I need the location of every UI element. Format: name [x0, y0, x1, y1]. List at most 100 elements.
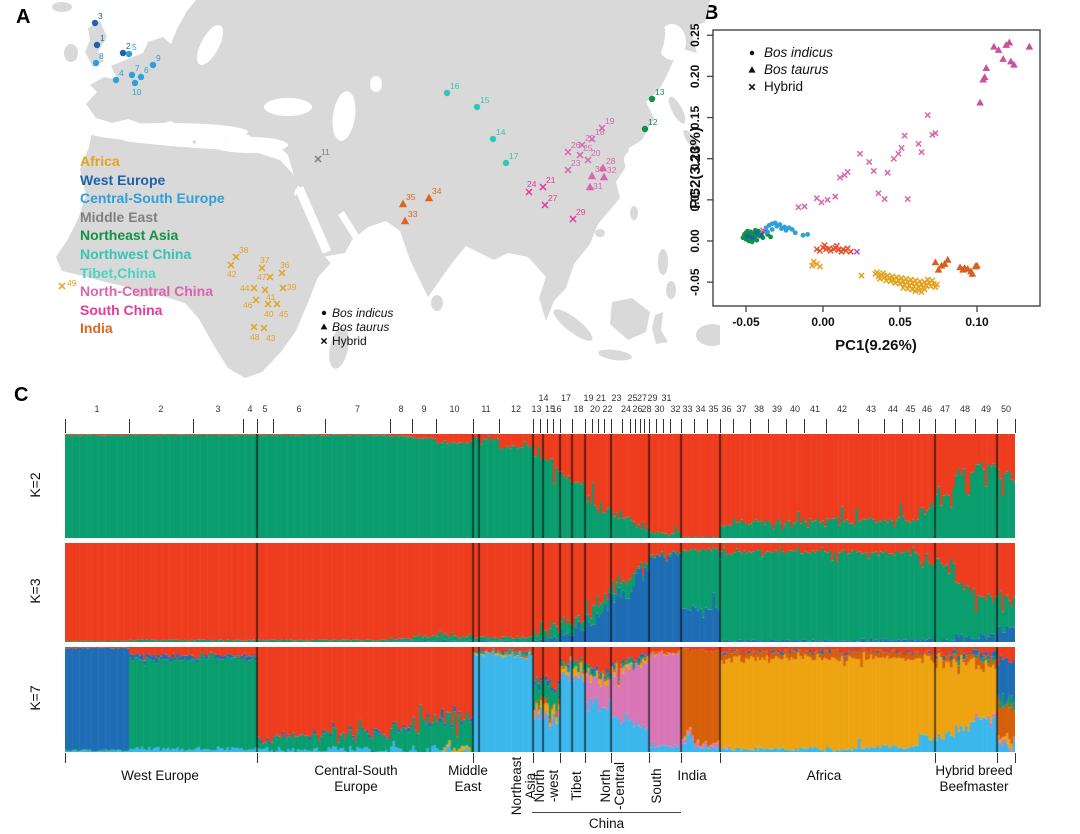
map-marker-number: 49 [67, 278, 77, 288]
pca-species-legend: Bos indicus Bos taurus Hybrid [748, 45, 833, 94]
population-boundary-tick [681, 419, 682, 433]
x-marker [827, 247, 834, 255]
x-marker [886, 274, 893, 282]
china-bracket-line [532, 812, 681, 813]
population-boundary-tick [630, 419, 631, 433]
map-marker-number: 36 [280, 260, 290, 270]
x-marker [252, 296, 260, 304]
admixture-k2-band [65, 434, 1015, 538]
map-marker-number: 48 [250, 332, 260, 342]
x-marker [839, 246, 847, 253]
population-number: 49 [980, 404, 992, 414]
population-boundary-tick [592, 419, 593, 433]
map-marker-number: 1 [100, 33, 105, 43]
region-boundary-tick [473, 753, 474, 763]
region-legend-item: Africa [80, 153, 120, 169]
region-legend-item: West Europe [80, 171, 166, 188]
triangle-marker [990, 42, 998, 50]
region-legend-item: South China [80, 301, 163, 318]
x-marker [899, 284, 907, 292]
x-marker [833, 242, 840, 250]
x-marker [853, 248, 861, 255]
region-legend-item: Northwest China [80, 245, 192, 262]
triangle-marker [968, 269, 977, 277]
x-marker [795, 204, 802, 211]
panel-a-label: A [16, 6, 31, 28]
triangle-marker [934, 265, 943, 273]
circle-icon [321, 310, 327, 316]
x-marker [835, 246, 842, 254]
population-boundary-tick [273, 419, 274, 433]
map-seas [88, 24, 686, 254]
population-boundary-tick [902, 419, 903, 433]
x-marker [564, 166, 572, 174]
population-number: 48 [959, 404, 971, 414]
x-marker [876, 275, 884, 282]
region-boundary-tick [585, 753, 586, 763]
pca-y-tick-label: -0.05 [690, 268, 702, 296]
population-number: 5 [262, 404, 268, 414]
population-boundary-tick [975, 419, 976, 433]
x-marker [933, 281, 941, 288]
region-boundary-tick [1015, 753, 1016, 763]
x-marker [873, 269, 881, 276]
population-number: 15 [544, 404, 556, 414]
x-marker [564, 148, 572, 156]
k-value-label: K=2 [27, 472, 43, 498]
population-number: 32 [670, 404, 681, 414]
species-legend-label: Bos indicus [332, 306, 394, 320]
pca-y-tick-label: 0.15 [690, 106, 702, 130]
x-marker [847, 248, 854, 255]
pca-y-tick-label: 0.10 [690, 147, 702, 171]
x-marker [598, 124, 606, 132]
region-boundary-tick [611, 753, 612, 763]
x-marker [915, 140, 922, 148]
region-boundary-tick [533, 753, 534, 763]
population-number: 46 [921, 404, 933, 414]
x-marker [816, 263, 824, 270]
map-marker-number: 19 [605, 116, 615, 126]
circle-marker [321, 310, 327, 316]
population-boundary-tick [786, 419, 787, 433]
x-marker [232, 253, 240, 261]
x-marker [832, 193, 839, 200]
x-marker [273, 300, 281, 308]
triangle-marker [999, 55, 1007, 62]
map-marker-number: 24 [527, 179, 537, 189]
circle-marker [648, 95, 656, 103]
population-number: 47 [939, 404, 951, 414]
circle-marker [749, 50, 755, 56]
population-boundary-tick [572, 419, 573, 433]
circle-marker [749, 235, 755, 241]
triangle-marker [1007, 57, 1015, 65]
population-boundary-tick [707, 419, 708, 433]
pca-y-tick-label: 0.20 [690, 64, 702, 88]
x-marker [912, 277, 919, 284]
species-legend-item: Bos indicus [318, 306, 393, 320]
triangle-marker [994, 46, 1003, 53]
region-boundary-tick [257, 753, 258, 763]
x-marker [929, 131, 936, 138]
circle-marker [149, 61, 157, 69]
population-boundary-tick [257, 419, 258, 433]
circle-marker [91, 19, 99, 27]
china-region-label: China [588, 816, 625, 831]
map-marker-number: 7 [135, 63, 140, 73]
triangle-marker [980, 73, 989, 81]
region-legend-item: India [80, 320, 113, 337]
circle-marker [489, 135, 497, 143]
x-marker [858, 272, 865, 279]
population-number: 44 [887, 404, 899, 414]
circle-marker [759, 232, 764, 238]
pca-y-tick-label: 0.25 [690, 23, 702, 47]
triangle-marker [748, 66, 756, 73]
pca-x-tick-label: 0.10 [965, 315, 989, 329]
map-marker-number: 9 [156, 53, 161, 63]
population-boundary-tick [193, 419, 194, 433]
population-number: 9 [421, 404, 427, 414]
population-boundary-tick [656, 419, 657, 433]
map-landmasses [52, 0, 720, 378]
population-number: 31 [661, 393, 672, 403]
